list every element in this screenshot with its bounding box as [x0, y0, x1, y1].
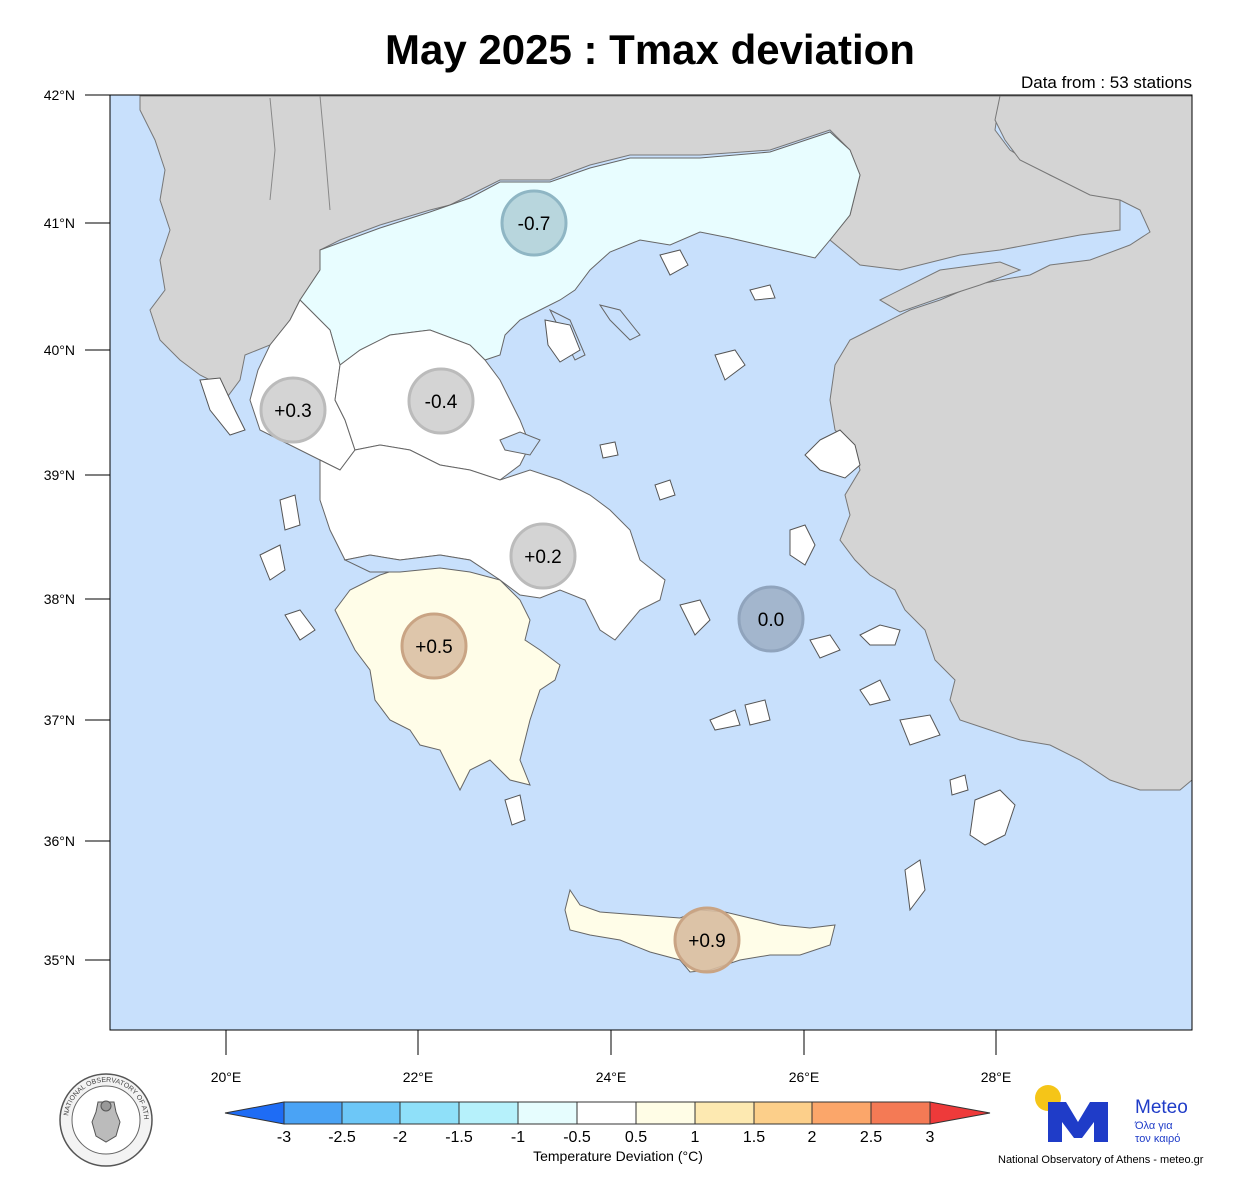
aegean-islands — [199, 249, 1016, 912]
colorbar — [224, 1101, 991, 1125]
value-epirus: +0.3 — [274, 401, 312, 422]
value-thessaly: -0.4 — [425, 392, 458, 413]
lon-ticks — [225, 1030, 997, 1055]
colorbar-seg-8 — [694, 1101, 755, 1125]
marker-macedonia-thrace: -0.7 — [500, 189, 568, 257]
colorbar-seg-7 — [635, 1101, 696, 1125]
cbar-label-1: -2.5 — [328, 1129, 356, 1146]
colorbar-seg-6 — [576, 1101, 637, 1125]
cbar-label-6: 0.5 — [625, 1129, 647, 1146]
lat-label-41: 41°N — [44, 215, 75, 231]
map-title: May 2025 : Tmax deviation — [385, 26, 915, 73]
lon-label-26: 26°E — [789, 1069, 820, 1085]
colorbar-seg-12 — [929, 1101, 991, 1125]
cbar-label-11: 3 — [926, 1129, 935, 1146]
marker-thessaly: -0.4 — [407, 367, 475, 435]
lat-label-35: 35°N — [44, 952, 75, 968]
marker-aegean: 0.0 — [737, 585, 805, 653]
colorbar-seg-5 — [517, 1101, 578, 1125]
colorbar-seg-3 — [399, 1101, 460, 1125]
cbar-label-4: -1 — [511, 1129, 525, 1146]
cbar-label-10: 2.5 — [860, 1129, 882, 1146]
m-mark-icon — [1048, 1102, 1108, 1142]
lon-label-24: 24°E — [596, 1069, 627, 1085]
cbar-label-8: 1.5 — [743, 1129, 765, 1146]
colorbar-title: Temperature Deviation (°C) — [533, 1148, 703, 1164]
gallipoli — [878, 261, 1022, 313]
lat-label-42: 42°N — [44, 87, 75, 103]
credit-line: National Observatory of Athens - meteo.g… — [998, 1154, 1204, 1166]
map-frame — [109, 94, 1193, 1031]
meteo-logo — [1035, 1085, 1108, 1142]
marker-peloponnese: +0.5 — [400, 612, 468, 680]
value-central-greece: +0.2 — [524, 547, 562, 568]
stations-note: Data from : 53 stations — [1020, 73, 1192, 92]
value-macedonia-thrace: -0.7 — [518, 214, 551, 235]
cbar-label-9: 2 — [808, 1129, 817, 1146]
meteo-tagline-2: τον καιρό — [1135, 1133, 1181, 1145]
lat-label-36: 36°N — [44, 833, 75, 849]
lon-label-22: 22°E — [403, 1069, 434, 1085]
marker-central-greece: +0.2 — [509, 522, 577, 590]
cbar-label-3: -1.5 — [445, 1129, 473, 1146]
marker-crete: +0.9 — [673, 906, 741, 974]
lat-label-39: 39°N — [44, 467, 75, 483]
balkan-land — [139, 95, 1121, 402]
lat-label-38: 38°N — [44, 591, 75, 607]
cbar-label-7: 1 — [691, 1129, 700, 1146]
lat-label-37: 37°N — [44, 712, 75, 728]
cbar-label-5: -0.5 — [563, 1129, 591, 1146]
colorbar-seg-9 — [753, 1101, 813, 1125]
colorbar-seg-2 — [341, 1101, 401, 1125]
cbar-label-2: -2 — [393, 1129, 407, 1146]
colorbar-seg-11 — [870, 1101, 931, 1125]
colorbar-seg-1 — [283, 1101, 343, 1125]
colorbar-seg-4 — [458, 1101, 519, 1125]
value-peloponnese: +0.5 — [415, 637, 453, 658]
lon-label-28: 28°E — [981, 1069, 1012, 1085]
colorbar-seg-10 — [811, 1101, 872, 1125]
noa-seal-logo: NATIONAL OBSERVATORY OF ATHENS — [58, 1072, 153, 1167]
value-aegean: 0.0 — [758, 610, 784, 631]
lat-label-40: 40°N — [44, 342, 75, 358]
value-crete: +0.9 — [688, 931, 726, 952]
lon-label-20: 20°E — [211, 1069, 242, 1085]
colorbar-seg-0 — [224, 1101, 285, 1125]
lat-ticks — [85, 94, 110, 961]
meteo-tagline-1: Όλα για — [1135, 1120, 1173, 1132]
marker-epirus: +0.3 — [259, 376, 327, 444]
meteo-name: Meteo — [1135, 1097, 1188, 1118]
cbar-label-0: -3 — [277, 1129, 291, 1146]
